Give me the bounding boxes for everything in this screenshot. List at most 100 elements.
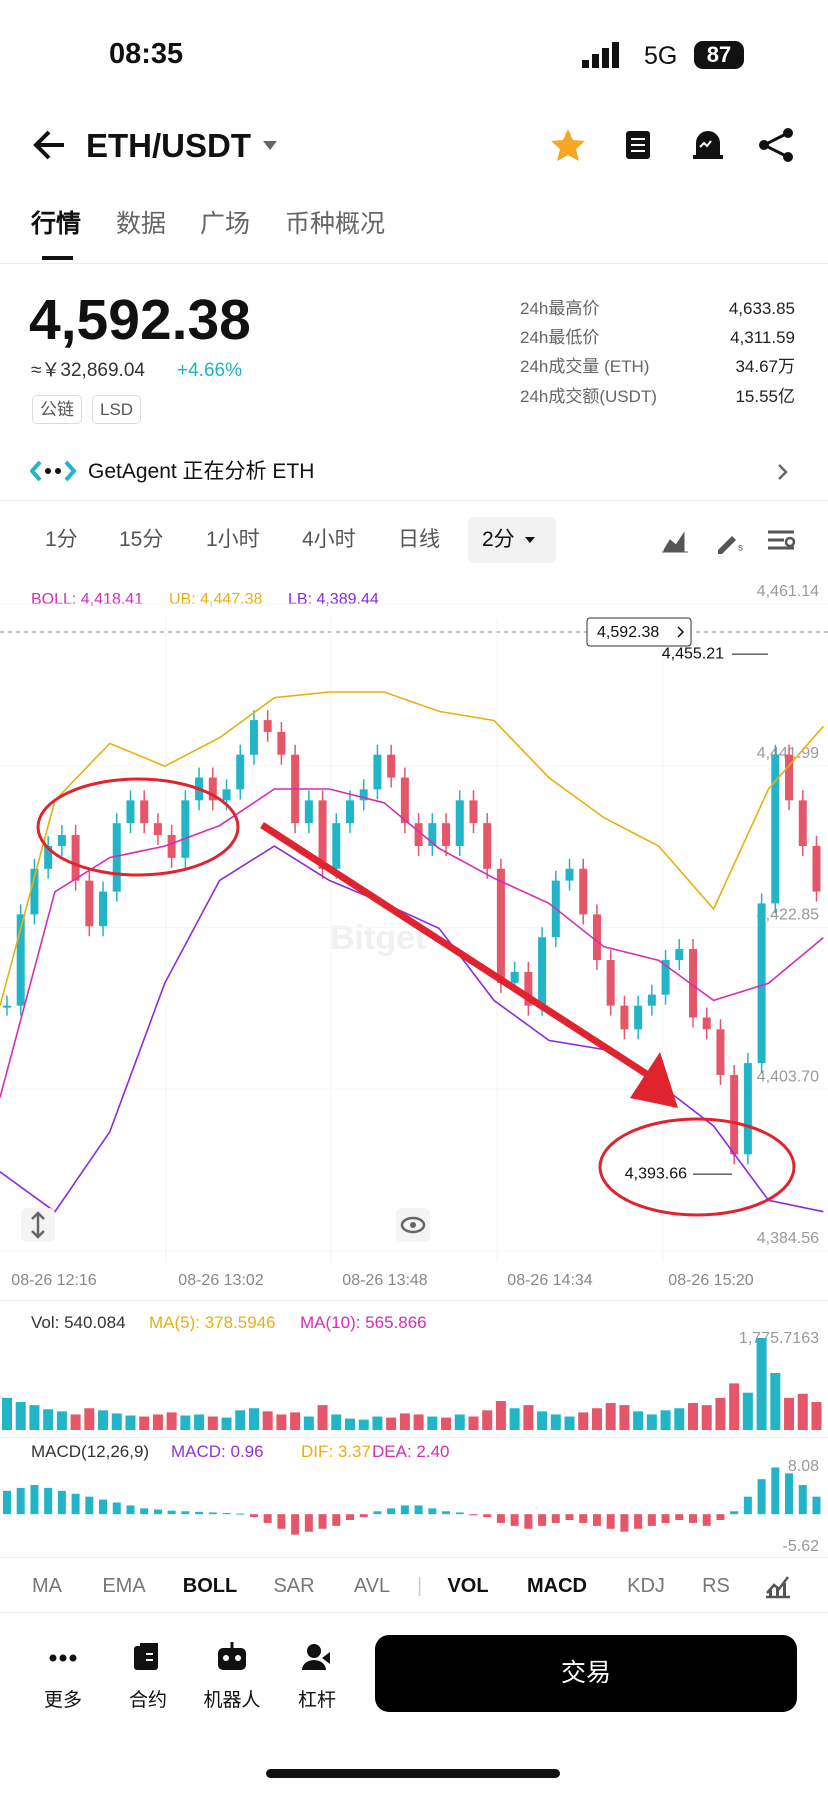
interval[interactable]: 日线 — [398, 528, 440, 551]
macd-bar — [291, 1514, 300, 1535]
volume-bar — [262, 1411, 273, 1430]
trade-button[interactable]: 交易 — [375, 1635, 797, 1712]
tab[interactable]: 币种概况 — [285, 210, 386, 238]
indicator[interactable]: BOLL — [182, 1575, 238, 1597]
macd-bar — [181, 1511, 190, 1515]
clock: 08:35 — [109, 38, 184, 70]
nav-item[interactable]: 更多 — [43, 1690, 83, 1711]
volume-bar — [715, 1397, 726, 1430]
volume-bar — [523, 1405, 534, 1430]
indicator[interactable]: SAR — [273, 1575, 315, 1597]
candle — [771, 754, 780, 904]
back-button[interactable] — [32, 128, 68, 162]
macd-bar — [57, 1490, 66, 1515]
candle — [442, 823, 451, 846]
tab[interactable]: 广场 — [200, 210, 251, 238]
macd-bar — [565, 1514, 574, 1521]
candle — [455, 800, 464, 846]
volume-bar — [166, 1412, 177, 1430]
indicator[interactable]: EMA — [102, 1575, 146, 1597]
macd-bar — [414, 1505, 423, 1515]
stat-value: 15.55亿 — [735, 387, 795, 406]
indicator[interactable]: RS — [702, 1575, 730, 1597]
candle — [208, 777, 217, 801]
macd-bar — [455, 1512, 464, 1515]
macd-bar — [483, 1514, 492, 1518]
volume-bar — [290, 1412, 301, 1430]
macd-bar — [3, 1490, 11, 1515]
macd-bar — [716, 1514, 725, 1521]
nav-item[interactable]: 机器人 — [203, 1690, 261, 1711]
volume-bar — [742, 1392, 753, 1430]
macd-bar — [236, 1513, 245, 1515]
volume-bar — [15, 1402, 26, 1430]
dropdown-icon — [525, 537, 535, 543]
nav-item[interactable]: 杠杆 — [297, 1690, 337, 1711]
volume-bar — [276, 1414, 287, 1430]
interval[interactable]: 4小时 — [302, 528, 356, 551]
indicator[interactable]: VOL — [447, 1575, 489, 1597]
battery: 87 — [694, 41, 744, 69]
macd-bar — [359, 1514, 368, 1518]
tab[interactable]: 行情 — [31, 210, 82, 238]
y-tick-label: 4,384.56 — [757, 1230, 819, 1247]
candle — [661, 960, 670, 995]
volume-bar — [399, 1413, 410, 1430]
price-change: +4.66% — [177, 360, 242, 381]
pair-title[interactable]: ETH/USDT — [86, 127, 251, 164]
macd-bar — [496, 1514, 505, 1523]
macd-bar — [634, 1514, 643, 1529]
resize-button[interactable] — [20, 1207, 56, 1243]
current-price-box — [586, 617, 692, 647]
volume-bar — [372, 1416, 383, 1430]
tag: LSD — [92, 395, 142, 424]
svg-text:s: s — [738, 543, 743, 554]
agent-text[interactable]: GetAgent 正在分析 ETH — [88, 460, 315, 483]
last-price: 4,592.38 — [29, 288, 251, 352]
macd-bar — [153, 1509, 162, 1515]
macd-label: MACD(12,26,9) — [31, 1442, 150, 1461]
volume-bar — [674, 1408, 685, 1430]
annotation-circle — [36, 777, 240, 877]
boll-lb — [0, 845, 824, 1213]
chart-tools[interactable]: s — [660, 526, 820, 554]
indicator[interactable]: KDJ — [627, 1575, 665, 1597]
volume-bar — [84, 1408, 95, 1430]
header-icons[interactable] — [550, 127, 800, 163]
indicator-settings[interactable] — [764, 1573, 792, 1599]
interval[interactable]: 15分 — [119, 528, 164, 551]
indicator[interactable]: MA — [32, 1575, 62, 1597]
volume-bar — [591, 1408, 602, 1430]
macd-bar — [346, 1514, 354, 1521]
interval[interactable]: 2分 — [482, 528, 515, 551]
volume-bar — [29, 1405, 40, 1430]
interval[interactable]: 1分 — [45, 528, 78, 551]
candle — [785, 754, 794, 801]
macd-bar — [373, 1511, 382, 1515]
visibility-button[interactable] — [395, 1207, 431, 1243]
volume-bar — [550, 1414, 561, 1430]
candle — [3, 1005, 11, 1008]
indicator[interactable]: MACD — [527, 1575, 587, 1597]
candle — [675, 949, 684, 961]
indicator[interactable]: AVL — [353, 1575, 391, 1597]
candle — [798, 800, 807, 846]
volume-bar — [509, 1408, 520, 1430]
volume-bar — [495, 1400, 506, 1430]
candle — [167, 834, 176, 858]
x-tick-label: 08-26 12:16 — [11, 1272, 97, 1289]
candle — [346, 800, 354, 824]
tab[interactable]: 数据 — [116, 210, 167, 238]
candle — [263, 720, 272, 732]
volume-bar — [660, 1410, 671, 1430]
divider — [0, 1300, 828, 1301]
macd-bar — [524, 1514, 533, 1529]
volume-bar — [619, 1405, 630, 1430]
volume-bar — [729, 1383, 740, 1430]
nav-item[interactable]: 合约 — [128, 1690, 168, 1711]
annotation-arrowhead — [630, 1052, 678, 1108]
volume-bar — [180, 1415, 191, 1430]
y-tick-label: 4,422.85 — [757, 907, 819, 924]
interval[interactable]: 1小时 — [206, 528, 260, 551]
volume-bar — [482, 1410, 493, 1430]
